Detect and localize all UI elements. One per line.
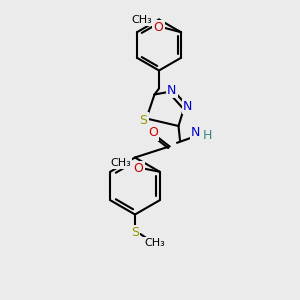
Text: S: S [140,113,147,127]
Text: CH₃: CH₃ [144,238,165,248]
Text: S: S [131,226,139,239]
Text: CH₃: CH₃ [132,15,152,25]
Text: H: H [202,129,212,142]
Text: O: O [154,21,164,34]
Text: N: N [183,100,192,113]
Text: CH₃: CH₃ [110,158,131,168]
Text: N: N [191,126,200,139]
Text: O: O [148,126,158,140]
Text: O: O [134,162,144,175]
Text: N: N [167,83,176,97]
